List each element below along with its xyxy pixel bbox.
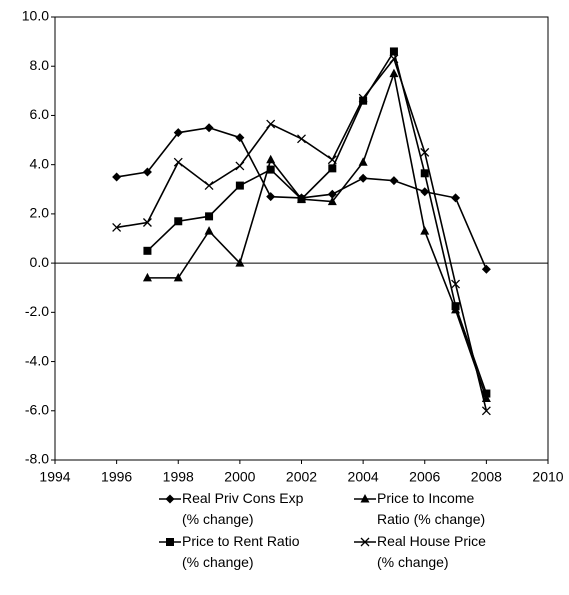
data-point xyxy=(205,212,214,221)
legend-label: Price to Income Ratio (% change) xyxy=(377,490,486,527)
x-tick-label: 2004 xyxy=(348,469,379,485)
data-point xyxy=(266,165,275,174)
data-point xyxy=(389,68,399,78)
legend-item: Price to Rent Ratio (% change) xyxy=(158,531,310,573)
data-point xyxy=(142,218,152,227)
data-point xyxy=(142,167,152,177)
legend-marker xyxy=(360,537,370,547)
data-point xyxy=(359,96,368,105)
data-point xyxy=(389,176,399,186)
data-point xyxy=(420,226,430,235)
data-point xyxy=(297,134,306,144)
data-point xyxy=(328,164,337,173)
y-tick-label: 8.0 xyxy=(30,57,50,73)
y-tick-label: 4.0 xyxy=(30,155,50,171)
y-tick-label: -4.0 xyxy=(25,352,49,368)
data-point xyxy=(297,195,306,204)
legend-marker xyxy=(166,538,174,546)
data-point xyxy=(204,181,214,191)
data-point xyxy=(173,157,183,167)
y-tick-label: 10.0 xyxy=(22,8,49,24)
data-point xyxy=(389,47,398,56)
data-point xyxy=(142,272,152,282)
data-point xyxy=(482,389,491,398)
data-point xyxy=(451,193,461,203)
data-point xyxy=(235,161,245,171)
data-point xyxy=(266,119,276,129)
y-tick-label: 2.0 xyxy=(30,205,50,221)
data-point xyxy=(204,226,214,235)
legend-marker xyxy=(360,494,370,503)
data-point xyxy=(327,189,337,199)
data-point xyxy=(174,217,183,226)
x-tick-label: 2000 xyxy=(224,469,255,485)
data-point xyxy=(235,181,244,190)
legend-marker xyxy=(165,494,175,504)
data-point xyxy=(358,157,368,166)
data-point xyxy=(266,154,276,164)
x-tick-label: 2002 xyxy=(286,469,317,485)
x-tick-label: 1994 xyxy=(39,469,70,485)
data-point xyxy=(327,155,337,165)
legend-swatch xyxy=(354,537,376,547)
y-tick-label: -8.0 xyxy=(25,451,49,467)
data-point xyxy=(389,54,399,64)
series-line xyxy=(116,57,488,411)
data-point xyxy=(451,279,461,289)
data-point xyxy=(420,187,430,197)
data-point xyxy=(235,258,245,267)
y-tick-label: -2.0 xyxy=(25,303,49,319)
data-point xyxy=(420,147,430,157)
data-point xyxy=(173,272,183,282)
plot-frame xyxy=(54,16,549,461)
y-tick-label: 6.0 xyxy=(30,106,50,122)
data-point xyxy=(112,222,122,232)
data-point xyxy=(112,172,122,182)
data-point xyxy=(235,133,245,143)
x-tick-label: 1998 xyxy=(163,469,194,485)
legend-item: Price to Income Ratio (% change) xyxy=(353,488,499,530)
data-point xyxy=(358,173,368,183)
data-point xyxy=(481,264,491,274)
legend-label: Price to Rent Ratio (% change) xyxy=(182,533,300,570)
series-line xyxy=(146,49,488,394)
legend-swatch xyxy=(354,494,376,503)
y-tick-label: -6.0 xyxy=(25,401,49,417)
legend-item: Real House Price (% change) xyxy=(353,531,499,573)
data-point xyxy=(173,128,183,138)
data-point xyxy=(327,196,337,206)
y-tick-label: 0.0 xyxy=(30,254,50,270)
x-tick-label: 2006 xyxy=(409,469,440,485)
legend-item: Real Priv Cons Exp (% change) xyxy=(158,488,310,530)
data-point xyxy=(358,93,368,103)
data-point xyxy=(143,246,152,255)
legend-label: Real House Price (% change) xyxy=(377,533,486,570)
series-line xyxy=(147,70,488,399)
data-point xyxy=(451,302,460,311)
legend-swatch xyxy=(159,494,181,504)
x-tick-label: 1996 xyxy=(101,469,132,485)
data-point xyxy=(481,406,491,416)
data-point xyxy=(204,123,214,133)
data-point xyxy=(266,192,276,202)
x-tick-label: 2010 xyxy=(532,469,563,485)
data-point xyxy=(420,169,429,178)
legend-swatch xyxy=(159,538,181,546)
legend-label: Real Priv Cons Exp (% change) xyxy=(182,490,304,527)
x-tick-label: 2008 xyxy=(471,469,502,485)
